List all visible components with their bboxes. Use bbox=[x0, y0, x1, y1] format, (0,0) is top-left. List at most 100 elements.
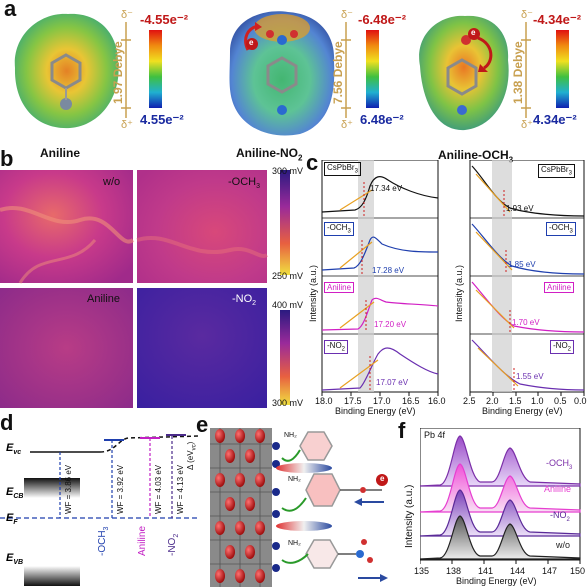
ups-right-trace-0-value: 1.93 eV bbox=[506, 204, 534, 213]
aniline-esp-map bbox=[14, 13, 119, 129]
aniline-no2-dipole-value: 7.56 Debye bbox=[331, 41, 345, 104]
xps-xtick-3: 144 bbox=[510, 566, 526, 576]
xps-xtick-1: 138 bbox=[446, 566, 462, 576]
ups-left-xtick-4: 16.0 bbox=[428, 396, 446, 406]
ups-left-ylabel: Intensity (a.u.) bbox=[308, 264, 318, 322]
ups-left-xtick-3: 16.5 bbox=[402, 396, 420, 406]
panel-e-letter: e bbox=[196, 412, 209, 437]
aniline-no2-esp-map bbox=[229, 11, 335, 136]
ups-left-xtick-1: 17.5 bbox=[344, 396, 362, 406]
ligand-label-2: -NO2 bbox=[167, 533, 180, 556]
aniline-delta-minus: δ⁻ bbox=[121, 9, 133, 21]
ups-left-trace-3-value: 17.07 eV bbox=[376, 378, 409, 387]
colorbar-bottom bbox=[280, 310, 290, 405]
xps-trace-0-label: -OCH3 bbox=[546, 458, 573, 471]
colorbar-top-max: 300 mV bbox=[272, 166, 304, 176]
colorbar-top bbox=[280, 170, 290, 275]
ups-right-xtick-0: 2.5 bbox=[463, 396, 476, 406]
panel-b-kpfm-maps bbox=[0, 170, 290, 408]
map-och3-label: -OCH3 bbox=[228, 176, 261, 191]
panel-b-letter: b bbox=[0, 146, 14, 171]
aniline-scale-min: 4.55e⁻² bbox=[140, 112, 184, 127]
wf-value-2: WF = 4.03 eV bbox=[154, 464, 163, 514]
aniline-och3-esp-map bbox=[419, 15, 509, 131]
map-wo-label: w/o bbox=[103, 176, 121, 188]
ups-left-trace-2-label: Aniline bbox=[324, 282, 355, 293]
aniline-delta-plus: δ⁺ bbox=[121, 119, 133, 131]
panel-c-ups-plots bbox=[321, 160, 585, 396]
xps-xtick-0: 135 bbox=[414, 566, 430, 576]
aniline-och3-dipole-value: 1.38 Debye bbox=[511, 41, 525, 104]
panel-f-xps-plot bbox=[420, 428, 581, 564]
ups-right-xtick-2: 1.5 bbox=[509, 396, 522, 406]
aniline-och3-scale-max: -4.34e⁻² bbox=[533, 12, 582, 27]
ups-right-trace-2-label: Aniline bbox=[544, 282, 575, 293]
nh2-group-0: NH₂ bbox=[284, 432, 297, 439]
xps-xtick-4: 147 bbox=[542, 566, 558, 576]
ups-left-xtick-2: 17.0 bbox=[373, 396, 391, 406]
wf-value-3: WF = 4.13 eV bbox=[176, 464, 185, 514]
ups-left-trace-1-value: 17.28 eV bbox=[372, 266, 405, 275]
panel-a-figure bbox=[14, 11, 569, 136]
panel-f-letter: f bbox=[398, 418, 406, 443]
aniline-no2-scale-max: -6.48e⁻² bbox=[358, 12, 407, 27]
evc-label: Evc bbox=[6, 442, 22, 457]
map-aniline bbox=[0, 288, 133, 408]
panel-d-letter: d bbox=[0, 410, 14, 435]
ups-right-xtick-3: 1.0 bbox=[531, 396, 544, 406]
map-och3 bbox=[137, 170, 267, 283]
colorbar-bottom-min: 300 mV bbox=[272, 398, 304, 408]
ups-left-trace-0-value: 17.34 eV bbox=[370, 184, 403, 193]
ups-right-trace-0-label: CsPbBr3 bbox=[538, 164, 575, 178]
aniline-no2-scale-bar bbox=[366, 30, 379, 108]
ups-right-trace-3-value: 1.55 eV bbox=[516, 372, 544, 381]
xps-trace-3-label: w/o bbox=[556, 540, 571, 550]
ups-left-trace-1-label: -OCH3 bbox=[324, 222, 354, 236]
ups-right-trace-3-label: -NO2 bbox=[550, 340, 575, 354]
map-no2 bbox=[137, 288, 267, 408]
ups-left-xlabel: Binding Energy (eV) bbox=[335, 406, 416, 416]
ups-right-trace-1-value: 1.85 eV bbox=[508, 260, 536, 269]
ecb-label: ECB bbox=[6, 486, 24, 501]
ef-label: EF bbox=[6, 512, 18, 527]
electron-symbol-no2: e bbox=[249, 38, 254, 47]
aniline-dipole-value: 1.97 Debye bbox=[111, 41, 125, 104]
ups-right-trace-1-label: -OCH3 bbox=[546, 222, 576, 236]
ups-left-xtick-0: 18.0 bbox=[315, 396, 333, 406]
ups-left-trace-3-label: -NO2 bbox=[324, 340, 349, 354]
colorbar-bottom-max: 400 mV bbox=[272, 300, 304, 310]
xps-title: Pb 4f bbox=[424, 430, 446, 440]
electron-symbol-och3: e bbox=[471, 28, 476, 37]
aniline-no2-delta-plus: δ⁺ bbox=[341, 119, 353, 131]
aniline-och3-scale-bar bbox=[556, 30, 569, 108]
panel-d-energy-diagram bbox=[0, 434, 200, 586]
aniline-no2-name: Aniline-NO2 bbox=[236, 146, 303, 163]
ups-right-trace-2-value: 1.70 eV bbox=[512, 318, 540, 327]
panel-e-interface-schematic bbox=[210, 428, 388, 587]
ups-right-xlabel: Binding Energy (eV) bbox=[482, 406, 563, 416]
xps-trace-2-label: -NO2 bbox=[550, 510, 570, 523]
xps-trace-1-label: Aniline bbox=[544, 484, 572, 494]
aniline-och3-delta-plus: δ⁺ bbox=[521, 119, 533, 131]
panel-a-letter: a bbox=[4, 0, 17, 21]
electron-symbol-e: e bbox=[380, 474, 385, 483]
aniline-no2-scale-min: 6.48e⁻² bbox=[360, 112, 404, 127]
xps-xlabel: Binding Energy (eV) bbox=[456, 576, 537, 586]
aniline-och3-scale-min: 4.34e⁻² bbox=[533, 112, 577, 127]
ups-right-ylabel: Intensity (a.u.) bbox=[454, 264, 464, 322]
ligand-label-0: -OCH3 bbox=[97, 526, 110, 556]
aniline-name: Aniline bbox=[40, 146, 81, 160]
xps-xtick-2: 141 bbox=[478, 566, 494, 576]
ups-left-trace-2-value: 17.20 eV bbox=[374, 320, 407, 329]
ups-right-xtick-5: 0.0 bbox=[574, 396, 587, 406]
aniline-scale-bar bbox=[149, 30, 162, 108]
ups-right-xtick-4: 0.5 bbox=[554, 396, 567, 406]
nh2-group-2: NH₂ bbox=[288, 540, 301, 547]
wf-value-0: WF = 3.86 eV bbox=[64, 464, 73, 514]
ups-right-xtick-1: 2.0 bbox=[486, 396, 499, 406]
ligand-label-1: Aniline bbox=[137, 525, 148, 556]
delta-evc-label: Δ (eVvc) bbox=[186, 441, 198, 470]
aniline-och3-delta-minus: δ⁻ bbox=[521, 9, 533, 21]
evb-label: EVB bbox=[6, 552, 24, 567]
xps-xtick-5: 150 bbox=[570, 566, 586, 576]
